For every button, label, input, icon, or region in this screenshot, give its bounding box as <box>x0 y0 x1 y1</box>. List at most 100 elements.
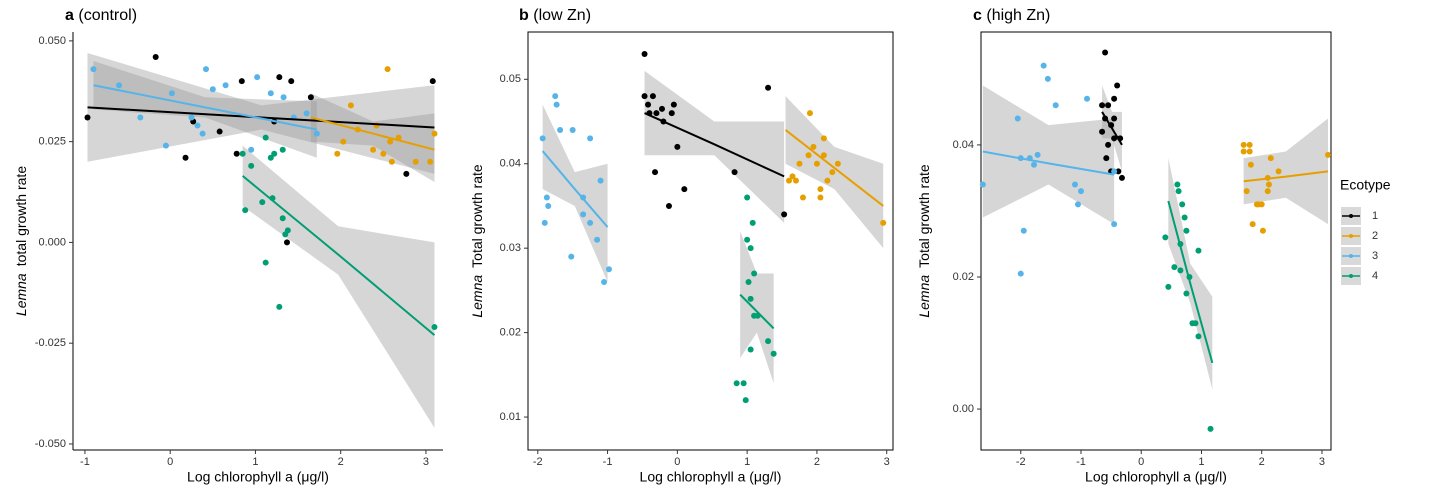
data-point <box>829 169 836 176</box>
y-axis-label: Lemna Total growth rate <box>916 164 932 318</box>
data-point <box>1240 141 1247 148</box>
data-point <box>601 278 608 285</box>
data-point <box>1181 214 1188 221</box>
data-point <box>370 146 377 153</box>
data-point <box>216 128 223 135</box>
data-point <box>834 160 841 167</box>
y-label-species: Lemna <box>469 275 485 318</box>
data-point <box>541 219 548 226</box>
data-point <box>744 236 751 243</box>
panel-title: a (control) <box>65 7 137 24</box>
data-point <box>429 78 436 85</box>
data-point <box>262 259 269 266</box>
y-label-species: Lemna <box>916 275 932 318</box>
y-tick-label: 0.050 <box>38 35 66 47</box>
y-axis-label: Lemna Total growth rate <box>469 164 485 318</box>
data-point <box>979 181 986 188</box>
data-point <box>744 194 751 201</box>
y-tick-label: 0.01 <box>500 411 521 423</box>
data-point <box>1247 161 1254 168</box>
x-tick-label: 0 <box>167 456 173 468</box>
data-point <box>1102 49 1109 56</box>
data-point <box>1246 141 1253 148</box>
data-point <box>276 74 283 81</box>
data-point <box>1195 333 1202 340</box>
data-point <box>552 93 559 100</box>
data-point <box>1099 128 1106 135</box>
data-point <box>1071 181 1078 188</box>
fit-line <box>1243 170 1329 183</box>
data-point <box>668 110 675 117</box>
data-point <box>279 215 286 222</box>
x-tick-label: 3 <box>1319 456 1325 468</box>
y-tick-label: -0.050 <box>35 438 66 450</box>
data-point <box>747 245 754 252</box>
data-point <box>597 177 604 184</box>
data-point <box>388 158 395 165</box>
data-point <box>1267 155 1274 162</box>
data-point <box>1040 62 1047 69</box>
data-point <box>168 90 175 97</box>
data-point <box>539 135 546 142</box>
panel-condition: (low Zn) <box>533 7 591 24</box>
data-point <box>645 101 652 108</box>
data-point <box>1264 188 1271 195</box>
data-point <box>152 53 159 60</box>
confidence-band <box>542 104 608 282</box>
data-point <box>553 101 560 108</box>
data-point <box>1017 270 1024 277</box>
data-point <box>747 295 754 302</box>
fit-line <box>784 129 884 207</box>
data-point <box>765 84 772 91</box>
x-tick-label: 3 <box>884 456 890 468</box>
panel-title: c (high Zn) <box>973 7 1050 24</box>
data-point <box>259 199 266 206</box>
x-tick-label: 2 <box>814 456 820 468</box>
data-point <box>733 380 740 387</box>
fit-line <box>982 150 1115 176</box>
data-point <box>307 94 314 101</box>
legend-title: Ecotype <box>1340 177 1391 193</box>
data-point <box>568 253 575 260</box>
data-point <box>242 207 249 214</box>
data-point <box>792 177 799 184</box>
data-point <box>1020 227 1027 234</box>
data-point <box>742 397 749 404</box>
fit-line <box>739 293 775 330</box>
data-point <box>1195 247 1202 254</box>
data-point <box>799 194 806 201</box>
confidence-band <box>740 231 774 384</box>
confidence-band <box>242 145 435 428</box>
confidence-band <box>1168 158 1213 390</box>
data-point <box>334 150 341 157</box>
data-point <box>1031 161 1038 168</box>
data-point <box>254 74 261 81</box>
data-point <box>1175 188 1182 195</box>
data-point <box>431 324 438 331</box>
data-point <box>188 114 195 121</box>
data-point <box>731 169 738 176</box>
data-point <box>267 154 274 161</box>
panel-letter: b <box>519 7 529 24</box>
x-tick-label: -2 <box>1016 456 1026 468</box>
data-point <box>765 338 772 345</box>
legend-key-point <box>1349 274 1353 278</box>
legend-label: 2 <box>1372 230 1378 242</box>
legend-key-point <box>1349 234 1353 238</box>
data-point <box>796 160 803 167</box>
data-point <box>1240 148 1247 155</box>
data-point <box>1207 425 1214 432</box>
data-point <box>1111 135 1118 142</box>
plot-frame <box>980 31 1332 451</box>
data-point <box>1249 221 1256 228</box>
data-point <box>1111 168 1118 175</box>
fit-line <box>1167 200 1214 364</box>
data-point <box>1174 181 1181 188</box>
data-point <box>1259 227 1266 234</box>
data-point <box>820 152 827 159</box>
x-tick-label: -2 <box>533 456 543 468</box>
data-point <box>1103 155 1110 162</box>
y-tick-label: 0.000 <box>38 236 66 248</box>
data-point <box>222 82 229 89</box>
